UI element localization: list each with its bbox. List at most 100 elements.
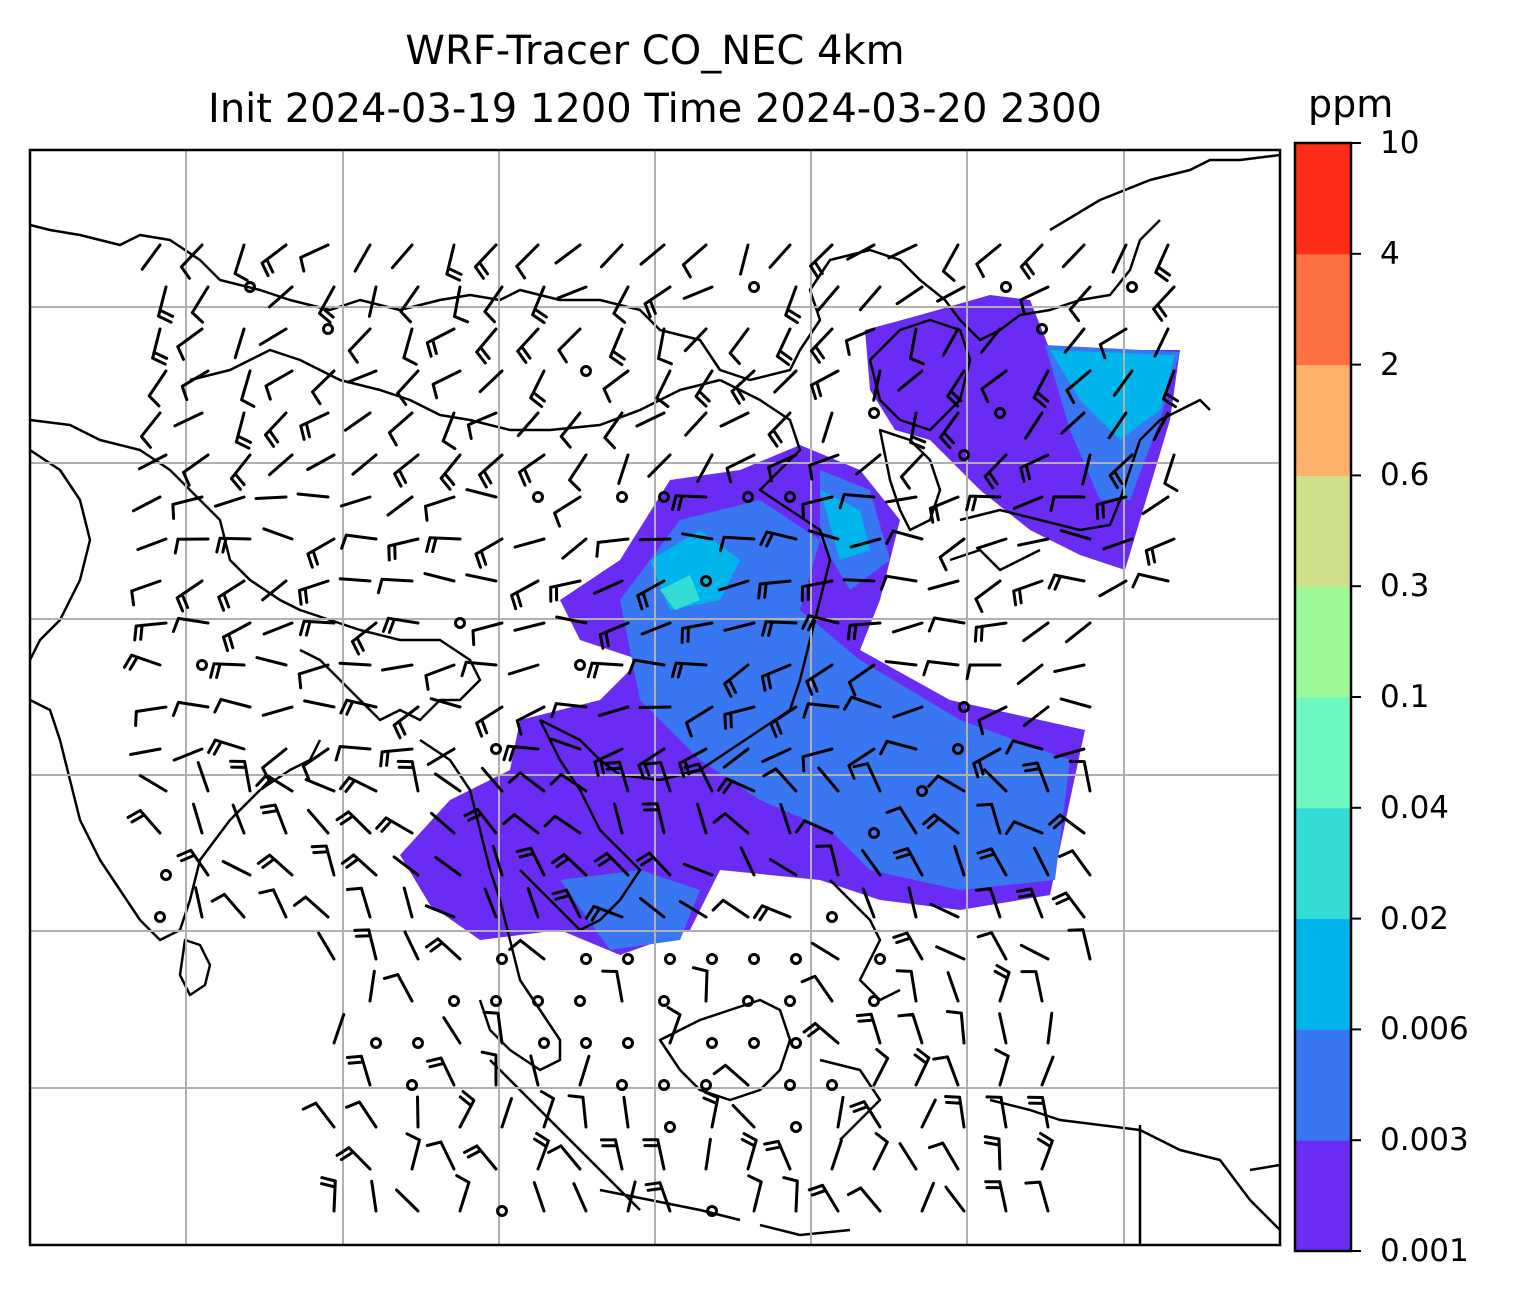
wind-barb (1019, 943, 1050, 961)
wind-barb (638, 705, 672, 709)
wind-barb (424, 904, 456, 919)
wind-barb (739, 846, 756, 877)
wind-barb (598, 621, 630, 650)
wind-barb (306, 537, 336, 569)
wind-barb (140, 243, 162, 271)
wind-barb (1162, 369, 1179, 409)
wind-barb (626, 1180, 637, 1213)
wind-barb (597, 705, 630, 717)
wind-barb (550, 702, 588, 719)
wind-calm-marker (1000, 281, 1012, 293)
wind-barb (861, 849, 882, 877)
wind-barb (730, 369, 756, 405)
wind-barb (368, 969, 376, 1003)
wind-barb (207, 738, 246, 756)
wind-barb (262, 621, 294, 636)
wind-barb (483, 887, 498, 919)
wind-barb (642, 1138, 666, 1171)
wind-calm-marker (706, 953, 718, 965)
wind-barb (572, 1182, 588, 1213)
wind-barb (233, 243, 249, 282)
wind-barb (643, 285, 672, 319)
coast-pacific-islands (759, 1163, 1280, 1237)
wind-barb (425, 536, 462, 554)
wind-barb (130, 579, 162, 607)
wind-barb (584, 904, 624, 922)
wind-barb (335, 1146, 372, 1171)
wind-barb (539, 1090, 555, 1129)
wind-barb (617, 453, 630, 485)
colorbar-segment (1295, 143, 1351, 255)
wind-barb (264, 411, 288, 448)
wind-barb (1111, 243, 1128, 274)
wind-barb (139, 411, 162, 449)
wind-barb (176, 848, 210, 877)
wind-barb (976, 931, 1008, 961)
wind-barb (976, 802, 1002, 835)
wind-barb (1019, 243, 1044, 280)
wind-barb (855, 1012, 882, 1045)
wind-barb (515, 846, 546, 877)
wind-barb (578, 1054, 591, 1087)
wind-barb (836, 1095, 845, 1129)
wind-barb (182, 453, 210, 487)
wind-barb (508, 771, 546, 793)
wind-barb (639, 243, 666, 266)
wind-barb (426, 747, 456, 766)
wind-calm-marker (790, 1121, 802, 1133)
wind-barb (627, 658, 666, 675)
colorbar-segment (1295, 918, 1351, 1030)
wind-barb (1012, 579, 1044, 607)
wind-calm-marker (868, 995, 880, 1007)
wind-calm-marker (580, 953, 592, 965)
wind-barb (301, 1101, 336, 1129)
wind-barb (424, 663, 456, 691)
wind-barb (1051, 891, 1086, 919)
wind-calm-marker (1126, 281, 1138, 293)
wind-barb (229, 759, 252, 793)
coast-sakhalin (1049, 153, 1280, 232)
wind-barb (725, 453, 756, 484)
wind-barb (973, 621, 1008, 643)
coast-indochina (419, 738, 562, 1072)
wind-barb (343, 411, 372, 432)
colorbar-tick-label: 0.1 (1380, 679, 1430, 715)
wind-barb (759, 530, 798, 548)
wind-barb (340, 853, 378, 877)
colorbar-frame (1293, 141, 1353, 1253)
wind-calm-marker (784, 1079, 796, 1091)
wind-calm-marker (448, 995, 460, 1007)
wind-barb (998, 1012, 1008, 1045)
wind-barb (1024, 411, 1044, 440)
wind-barb (338, 661, 372, 667)
wind-barb (977, 705, 1008, 736)
wind-barb (852, 762, 882, 793)
wind-barb (761, 747, 792, 763)
wind-barb (340, 533, 378, 550)
wind-barb (830, 1139, 843, 1171)
wind-barb (586, 661, 624, 679)
wind-barb (946, 369, 966, 408)
wind-barb (453, 285, 469, 324)
wind-barb (1131, 572, 1170, 589)
wind-barb (403, 930, 420, 961)
wind-barb (885, 529, 924, 546)
wind-barb (375, 816, 414, 835)
wind-calm-marker (868, 407, 880, 419)
wind-barb (723, 705, 756, 730)
wind-barb (670, 661, 708, 679)
wind-barb (258, 327, 288, 346)
wind-barb (264, 369, 294, 401)
wind-barb (846, 621, 882, 641)
wind-barb (1154, 243, 1172, 283)
wind-barb (515, 705, 546, 736)
wind-barb (229, 453, 252, 491)
wind-barb (345, 1054, 372, 1087)
wind-barb (941, 243, 960, 282)
wind-barb (761, 620, 798, 637)
wind-barb (861, 887, 876, 919)
wind-barb (613, 802, 624, 835)
wind-barb (685, 705, 714, 738)
wind-barb (393, 453, 420, 488)
colorbar-tick-label: 0.6 (1380, 457, 1430, 494)
